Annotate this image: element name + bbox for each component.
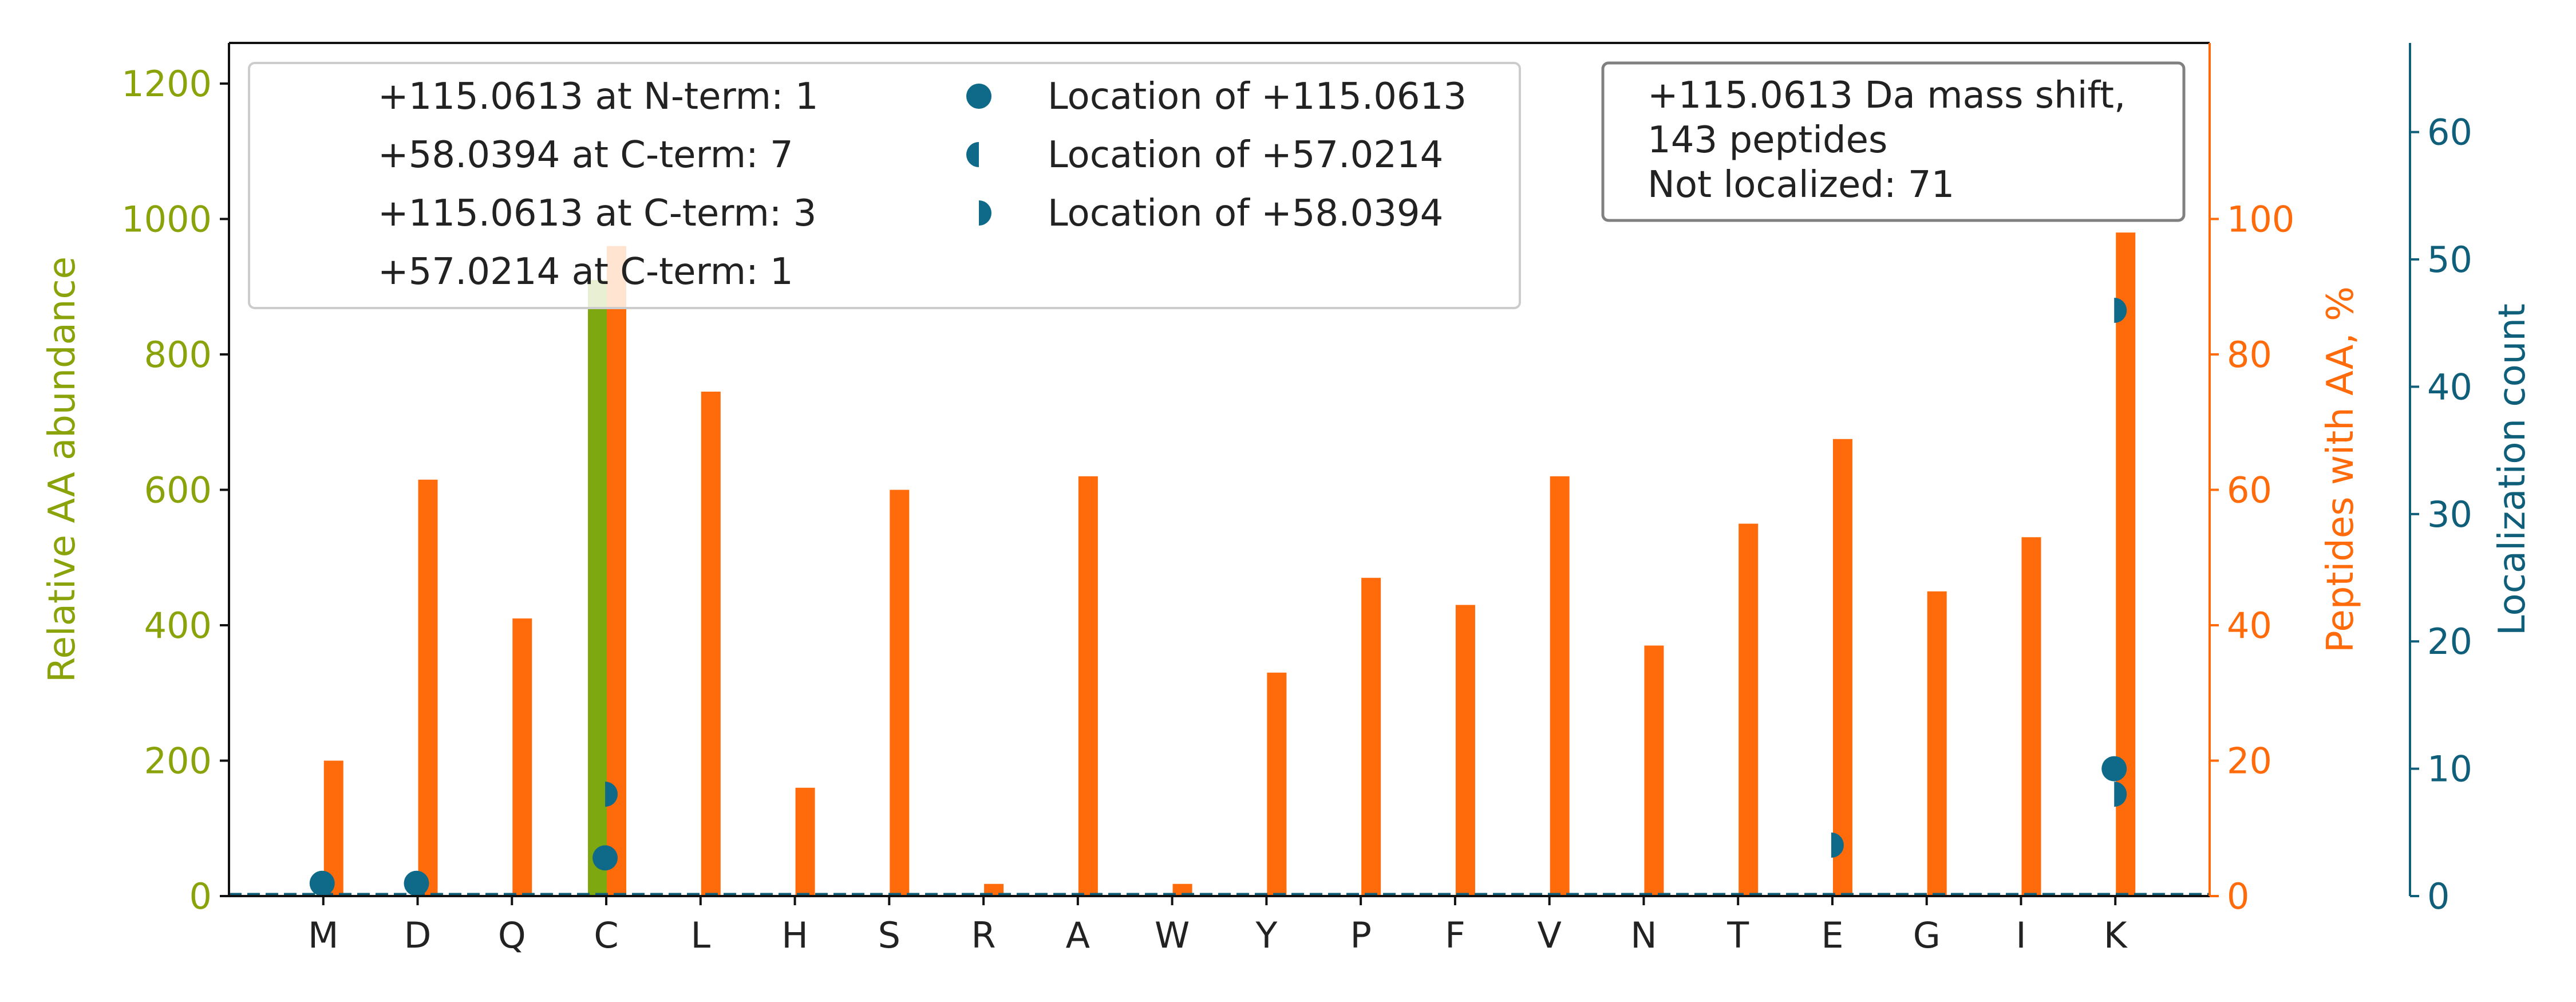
tick-label-x-K: K [2104, 914, 2128, 956]
tick-label-x-R: R [971, 914, 996, 956]
legend-term-2: +115.0613 at C-term: 3 [378, 192, 816, 235]
tick-label-x-T: T [1726, 914, 1749, 956]
y-axis-label-right-peptides: Peptides with AA, % [2320, 286, 2362, 653]
bar-peptides-N [1644, 645, 1664, 896]
tick-label-x-F: F [1445, 914, 1465, 956]
bar-peptides-A [1078, 476, 1098, 896]
bar-peptides-V [1550, 476, 1570, 896]
bar-peptides-Q [512, 618, 532, 896]
info-box-frame [1601, 61, 2186, 222]
tick-label-x-E: E [1821, 914, 1843, 956]
info-line-0: +115.0613 Da mass shift, [1647, 74, 2125, 117]
tick-label-x-L: L [691, 914, 711, 956]
tick-label-right2-40: 40 [2427, 366, 2472, 408]
tick-label-x-P: P [1350, 914, 1371, 956]
tick-label-right1-100: 100 [2227, 198, 2294, 240]
tick-label-x-I: I [2016, 914, 2026, 956]
tick-label-x-N: N [1630, 914, 1657, 956]
bar-abundance-C [588, 279, 608, 896]
tick-label-right2-10: 10 [2427, 748, 2472, 790]
marker-K-6 [2114, 782, 2127, 807]
legend-marker-label-1: Location of +57.0214 [1048, 134, 1443, 176]
marker-K-5 [2101, 756, 2127, 782]
marker-M-0 [309, 870, 335, 896]
axes-layer: 0200400600800100012000204060801000102030… [41, 42, 2534, 956]
y-axis-label-right-localization: Localization count [2491, 303, 2534, 636]
tick-label-right1-40: 40 [2227, 605, 2272, 646]
tick-label-x-H: H [781, 914, 808, 956]
legend-marker-0 [966, 84, 991, 109]
bar-peptides-L [701, 392, 721, 896]
tick-label-x-A: A [1066, 914, 1090, 956]
tick-label-left-600: 600 [144, 469, 212, 511]
tick-label-x-D: D [404, 914, 432, 956]
bar-peptides-E [1832, 439, 1852, 896]
legend: +115.0613 at N-term: 1 +58.0394 at C-term… [248, 62, 1521, 309]
legend-term-3: +57.0214 at C-term: 1 [378, 251, 793, 293]
tick-label-x-W: W [1155, 914, 1190, 956]
legend-marker-label-2: Location of +58.0394 [1048, 192, 1443, 235]
points-layer [309, 298, 2127, 896]
tick-label-right1-0: 0 [2227, 875, 2249, 917]
tick-label-x-Q: Q [498, 914, 526, 956]
legend-marker-2 [979, 200, 991, 226]
y-axis-label-left: Relative AA abundance [41, 257, 84, 683]
tick-label-left-1000: 1000 [121, 198, 212, 240]
tick-label-x-Y: Y [1255, 914, 1277, 956]
tick-label-left-0: 0 [189, 875, 212, 917]
legend-term-1: +58.0394 at C-term: 7 [378, 134, 793, 176]
legend-marker-label-0: Location of +115.0613 [1048, 76, 1467, 118]
tick-label-x-V: V [1537, 914, 1561, 956]
bar-peptides-Y [1267, 672, 1287, 896]
tick-label-x-M: M [308, 914, 339, 956]
tick-label-right2-0: 0 [2427, 875, 2449, 917]
tick-label-left-1200: 1200 [121, 63, 212, 105]
bar-peptides-P [1361, 578, 1381, 896]
tick-label-left-400: 400 [144, 605, 212, 646]
bar-peptides-S [890, 490, 910, 896]
tick-label-right1-80: 80 [2227, 334, 2272, 376]
tick-label-right2-50: 50 [2427, 239, 2472, 281]
tick-label-right2-20: 20 [2427, 621, 2472, 662]
tick-label-left-800: 800 [144, 334, 212, 376]
bar-peptides-I [2021, 537, 2041, 896]
legend-marker-1 [966, 142, 979, 167]
legend-box [248, 62, 1521, 309]
tick-label-right2-60: 60 [2427, 112, 2472, 153]
marker-K-7 [2114, 298, 2127, 324]
info-line-1: 143 peptides [1647, 119, 1887, 161]
tick-label-x-G: G [1913, 914, 1941, 956]
legend-term-0: +115.0613 at N-term: 1 [378, 76, 819, 118]
marker-C-3 [605, 782, 618, 807]
info-box: +115.0613 Da mass shift,143 peptidesNot … [1601, 61, 2186, 222]
bar-peptides-F [1455, 605, 1475, 896]
marker-C-2 [592, 845, 618, 871]
tick-label-x-S: S [878, 914, 900, 956]
bar-peptides-G [1927, 591, 1947, 896]
tick-label-left-200: 200 [144, 740, 212, 782]
tick-label-right2-30: 30 [2427, 494, 2472, 535]
bar-peptides-T [1739, 523, 1759, 896]
marker-E-4 [1831, 833, 1844, 858]
bar-peptides-H [795, 787, 815, 896]
tick-label-x-C: C [594, 914, 618, 956]
bars-layer [229, 232, 2210, 897]
info-line-2: Not localized: 71 [1647, 164, 1954, 206]
tick-label-right1-60: 60 [2227, 469, 2272, 511]
bar-peptides-D [418, 479, 438, 896]
marker-D-1 [404, 870, 429, 896]
tick-label-right1-20: 20 [2227, 740, 2272, 782]
